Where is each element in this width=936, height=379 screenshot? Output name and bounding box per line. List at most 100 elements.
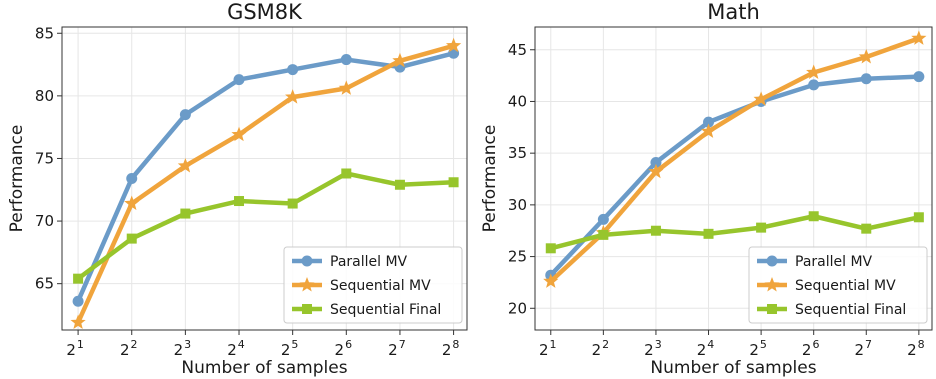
- series-sequential-final: [545, 211, 924, 254]
- x-tick-base: 2: [907, 341, 917, 359]
- x-tick-label: 25: [281, 338, 299, 359]
- y-axis-label: Performance: [7, 125, 27, 233]
- data-point: [753, 91, 769, 106]
- x-tick-label: 25: [749, 338, 767, 359]
- data-point: [72, 295, 84, 307]
- x-tick-base: 2: [281, 341, 291, 359]
- x-tick-exponent: 6: [345, 338, 352, 351]
- data-point: [808, 211, 819, 222]
- x-tick-base: 2: [442, 341, 452, 359]
- series-line: [75, 171, 456, 281]
- legend-label: Sequential Final: [795, 302, 906, 318]
- y-tick-label: 85: [35, 24, 54, 42]
- x-tick-exponent: 7: [399, 338, 406, 351]
- x-tick-label: 28: [442, 338, 460, 359]
- y-tick-label: 65: [35, 275, 54, 293]
- data-point: [860, 73, 872, 85]
- legend-label: Sequential MV: [330, 278, 431, 294]
- data-point: [448, 177, 459, 188]
- x-tick-exponent: 4: [238, 338, 245, 351]
- data-point: [392, 52, 408, 68]
- x-tick-label: 21: [66, 338, 84, 359]
- x-tick-base: 2: [749, 341, 759, 359]
- legend: Parallel MV Sequential MV Sequential Final: [748, 246, 928, 324]
- x-tick-exponent: 5: [760, 338, 767, 351]
- series-line: [548, 74, 922, 278]
- data-point: [648, 163, 664, 179]
- x-tick-label: 28: [907, 338, 925, 359]
- plot-frame: [534, 26, 933, 331]
- y-tick-label: 45: [508, 41, 527, 59]
- x-tick-exponent: 2: [131, 338, 138, 351]
- legend-label: Sequential MV: [795, 278, 896, 294]
- data-point: [703, 228, 714, 239]
- data-point: [179, 109, 191, 121]
- x-tick-label: 26: [802, 338, 820, 359]
- x-tick-base: 2: [120, 341, 130, 359]
- legend-entry: Sequential Final: [757, 302, 906, 318]
- x-tick-label: 21: [539, 338, 557, 359]
- x-tick-base: 2: [697, 341, 707, 359]
- legend-entry: Sequential MV: [292, 277, 431, 294]
- legend-label: Parallel MV: [330, 254, 408, 270]
- x-tick-base: 2: [227, 341, 237, 359]
- data-point: [545, 243, 556, 254]
- x-tick-exponent: 6: [812, 338, 819, 351]
- series-sequential-final: [73, 168, 459, 284]
- y-tick-label: 20: [508, 299, 527, 317]
- chart-title: GSM8K: [227, 0, 303, 24]
- x-tick-base: 2: [66, 341, 76, 359]
- x-tick-label: 22: [592, 338, 610, 359]
- legend-marker: [766, 255, 778, 267]
- x-tick-label: 24: [697, 338, 715, 359]
- legend-marker: [764, 277, 780, 292]
- data-point: [70, 314, 86, 329]
- legend-marker: [301, 255, 313, 267]
- x-axis-label: Number of samples: [181, 358, 347, 378]
- data-point: [285, 89, 301, 104]
- x-tick-exponent: 8: [918, 338, 925, 351]
- x-tick-label: 24: [227, 338, 245, 359]
- data-point: [911, 30, 927, 45]
- x-tick-exponent: 7: [865, 338, 872, 351]
- data-point: [861, 223, 872, 234]
- y-tick-label: 25: [508, 248, 527, 266]
- data-point: [597, 213, 609, 225]
- data-point: [394, 179, 405, 190]
- legend-entry: Parallel MV: [292, 254, 408, 270]
- data-point: [858, 48, 874, 64]
- data-point: [341, 168, 352, 179]
- y-tick-label: 70: [35, 212, 54, 230]
- data-point: [231, 126, 247, 142]
- data-point: [338, 80, 354, 95]
- data-point: [650, 225, 661, 236]
- data-point: [808, 79, 820, 91]
- x-tick-exponent: 3: [655, 338, 662, 351]
- x-tick-exponent: 2: [602, 338, 609, 351]
- x-tick-base: 2: [592, 341, 602, 359]
- legend-marker: [302, 304, 312, 314]
- x-tick-base: 2: [854, 341, 864, 359]
- data-point: [126, 233, 137, 244]
- data-point: [177, 157, 193, 173]
- y-tick-label: 80: [35, 87, 54, 105]
- x-tick-base: 2: [539, 341, 549, 359]
- x-tick-label: 27: [388, 338, 406, 359]
- data-point: [445, 37, 462, 53]
- data-point: [650, 156, 662, 168]
- legend-box: [283, 246, 463, 324]
- data-point: [233, 74, 245, 86]
- chart-title: Math: [707, 0, 760, 24]
- data-point: [287, 198, 298, 209]
- data-point: [124, 195, 140, 211]
- legend-label: Sequential Final: [330, 302, 441, 318]
- series-sequential-mv: [70, 37, 462, 329]
- data-point: [806, 64, 822, 79]
- x-tick-base: 2: [388, 341, 398, 359]
- data-point: [126, 173, 138, 184]
- data-point: [543, 273, 559, 288]
- legend-marker: [299, 277, 315, 292]
- series-line: [548, 36, 922, 284]
- x-tick-exponent: 1: [550, 338, 557, 351]
